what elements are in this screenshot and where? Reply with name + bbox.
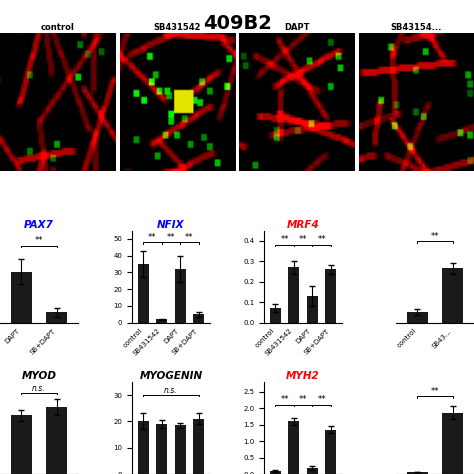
Text: **: ** xyxy=(148,233,157,242)
Bar xyxy=(10,272,32,323)
Bar xyxy=(137,421,149,474)
Bar xyxy=(325,269,337,323)
Bar xyxy=(156,319,167,323)
Text: n.s.: n.s. xyxy=(32,383,46,392)
Text: **: ** xyxy=(167,233,175,242)
Bar xyxy=(407,472,428,474)
Title: DAPT: DAPT xyxy=(284,23,310,32)
Text: **: ** xyxy=(185,233,194,242)
Bar xyxy=(46,312,67,323)
Bar xyxy=(325,429,337,474)
Bar xyxy=(407,312,428,323)
Title: SB431542: SB431542 xyxy=(154,23,201,32)
Text: **: ** xyxy=(317,395,326,404)
Text: **: ** xyxy=(299,395,307,404)
Text: **: ** xyxy=(317,236,326,245)
Title: MYOD: MYOD xyxy=(21,371,56,381)
Text: **: ** xyxy=(35,237,43,246)
Bar xyxy=(174,425,186,474)
Title: MRF4: MRF4 xyxy=(287,220,319,230)
Bar xyxy=(307,296,318,323)
Bar xyxy=(46,407,67,474)
Text: **: ** xyxy=(280,395,289,404)
Bar xyxy=(442,268,464,323)
Text: **: ** xyxy=(299,236,307,245)
Bar xyxy=(156,424,167,474)
Text: n.s.: n.s. xyxy=(164,385,178,394)
Bar xyxy=(193,314,204,323)
Bar xyxy=(288,267,300,323)
Text: **: ** xyxy=(431,387,439,396)
Bar xyxy=(442,412,464,474)
Bar xyxy=(137,264,149,323)
Bar xyxy=(288,421,300,474)
Bar xyxy=(10,415,32,474)
Title: NFIX: NFIX xyxy=(157,220,185,230)
Title: MYOGENIN: MYOGENIN xyxy=(139,371,202,381)
Bar xyxy=(174,269,186,323)
Bar xyxy=(270,471,281,474)
Title: PAX7: PAX7 xyxy=(24,220,54,230)
Bar xyxy=(307,468,318,474)
Title: SB43154...: SB43154... xyxy=(391,23,442,32)
Bar xyxy=(270,309,281,323)
Text: **: ** xyxy=(280,236,289,245)
Title: MYH2: MYH2 xyxy=(286,371,320,381)
Text: 409B2: 409B2 xyxy=(202,14,272,33)
Bar xyxy=(193,419,204,474)
Title: control: control xyxy=(41,23,74,32)
Text: **: ** xyxy=(431,232,439,241)
